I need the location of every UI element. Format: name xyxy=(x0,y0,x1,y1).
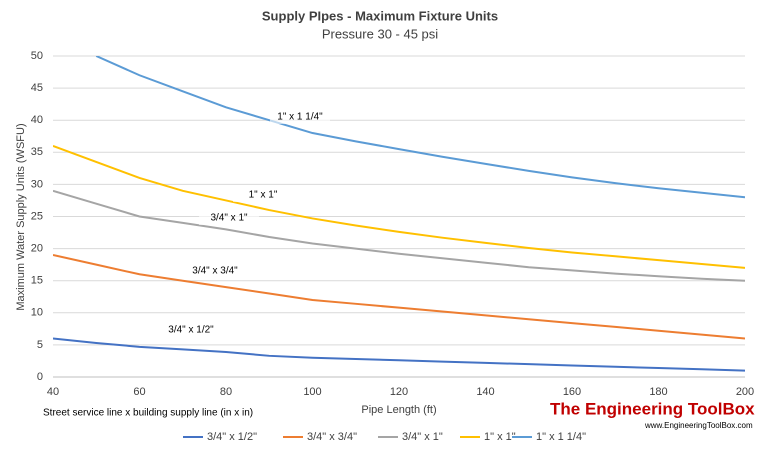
y-tick-label: 25 xyxy=(31,210,43,222)
y-tick-label: 40 xyxy=(31,114,43,126)
x-tick-label: 60 xyxy=(133,386,145,398)
annotation-bg xyxy=(233,188,293,202)
note: Street service line x building supply li… xyxy=(43,408,253,419)
legend-label: 3/4" x 1/2" xyxy=(207,431,257,443)
annotation-bg xyxy=(270,110,330,124)
x-tick-label: 100 xyxy=(303,386,321,398)
line-label: 3/4" x 3/4" xyxy=(192,266,238,277)
y-tick-label: 15 xyxy=(31,275,43,287)
series-line xyxy=(53,189,745,282)
series-line xyxy=(95,56,745,199)
y-tick-label: 10 xyxy=(31,307,43,319)
y-tick-label: 0 xyxy=(37,371,43,383)
y-tick-label: 35 xyxy=(31,146,43,158)
legend-label: 1" x 1" xyxy=(484,431,516,443)
y-tick-label: 20 xyxy=(31,243,43,255)
line-label: 3/4" x 1/2" xyxy=(168,325,214,336)
x-axis-label: Pipe Length (ft) xyxy=(361,404,436,416)
series-line xyxy=(53,254,745,340)
chart-subtitle: Pressure 30 - 45 psi xyxy=(322,26,438,41)
chart-title: Supply PIpes - Maximum Fixture Units xyxy=(262,8,498,23)
legend-label: 1" x 1 1/4" xyxy=(536,431,586,443)
series-line xyxy=(53,144,745,269)
y-tick-label: 5 xyxy=(37,339,43,351)
legend-label: 3/4" x 3/4" xyxy=(307,431,357,443)
x-tick-label: 200 xyxy=(736,386,754,398)
x-tick-label: 180 xyxy=(649,386,667,398)
logo: The Engineering ToolBox xyxy=(550,399,755,418)
y-tick-label: 50 xyxy=(31,50,43,62)
y-tick-label: 45 xyxy=(31,82,43,94)
x-tick-label: 80 xyxy=(220,386,232,398)
y-axis-label: Maximum Water Supply Units (WSFU) xyxy=(15,123,27,310)
logo-url: www.EngineeringToolBox.com xyxy=(644,421,753,430)
line-label: 1" x 1" xyxy=(249,190,278,201)
line-label: 1" x 1 1/4" xyxy=(277,112,323,123)
x-tick-label: 160 xyxy=(563,386,581,398)
annotation-bg xyxy=(199,211,259,225)
annotation-bg xyxy=(185,264,245,278)
annotation-bg xyxy=(161,323,221,337)
legend-label: 3/4" x 1" xyxy=(402,431,443,443)
line-label: 3/4" x 1" xyxy=(210,213,248,224)
x-tick-label: 40 xyxy=(47,386,59,398)
x-tick-label: 120 xyxy=(390,386,408,398)
x-tick-label: 140 xyxy=(476,386,494,398)
y-tick-label: 30 xyxy=(31,178,43,190)
series-line xyxy=(53,337,745,372)
